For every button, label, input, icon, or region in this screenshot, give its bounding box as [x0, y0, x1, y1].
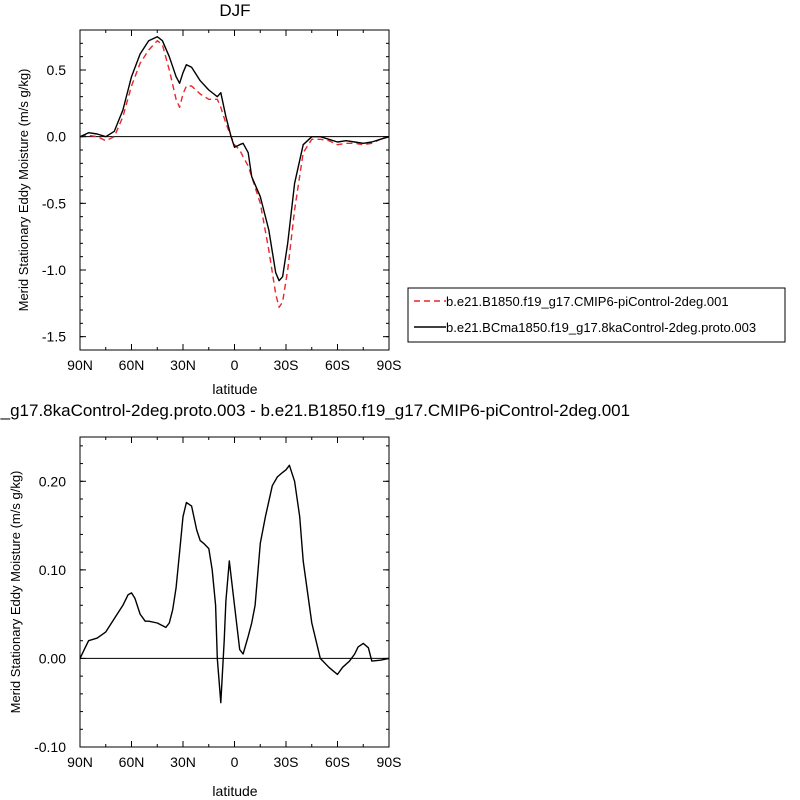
- top-x-tick-label: 90S: [377, 357, 402, 373]
- legend: b.e21.B1850.f19_g17.CMIP6-piControl-2deg…: [407, 287, 786, 343]
- top-x-axis-label: latitude: [212, 381, 257, 397]
- top-x-tick-label: 90N: [67, 357, 93, 373]
- bottom-x-tick-label: 0: [231, 754, 239, 770]
- top-x-tick-label: 30N: [170, 357, 196, 373]
- top-y-tick-label: -1.5: [42, 329, 66, 345]
- top-y-tick-label: -1.0: [42, 262, 66, 278]
- top-x-tick-label: 0: [231, 357, 239, 373]
- bottom-x-tick-label: 90S: [377, 754, 402, 770]
- bottom-y-axis-label: Merid Stationary Eddy Moisture (m/s g/kg…: [8, 471, 23, 714]
- bottom-y-tick-label: 0.00: [39, 650, 66, 666]
- top-y-tick-label: 0.0: [47, 129, 67, 145]
- top-x-tick-label: 60S: [325, 357, 350, 373]
- top-plot-frame: [79, 29, 390, 351]
- top-x-tick-label: 60N: [119, 357, 145, 373]
- bottom-y-tick-label: 0.10: [39, 562, 66, 578]
- bottom-series-line-0: [79, 464, 390, 704]
- legend-label-series-0: b.e21.B1850.f19_g17.CMIP6-piControl-2deg…: [446, 294, 729, 309]
- bottom-x-tick-label: 30N: [170, 754, 196, 770]
- bottom-x-tick-label: 90N: [67, 754, 93, 770]
- legend-box: [407, 287, 786, 343]
- top-chart-title: DJF: [219, 1, 250, 20]
- bottom-x-tick-label: 30S: [274, 754, 299, 770]
- bottom-x-tick-label: 60N: [119, 754, 145, 770]
- legend-label-series-1: b.e21.BCma1850.f19_g17.8kaControl-2deg.p…: [446, 320, 756, 335]
- bottom-chart-title: b.e21.BCma1850.f19_g17.8kaControl-2deg.p…: [0, 401, 630, 420]
- bottom-x-tick-label: 60S: [325, 754, 350, 770]
- top-series-line-1: [79, 36, 390, 282]
- bottom-y-tick-label: 0.20: [39, 473, 66, 489]
- top-series-line-0: [79, 40, 390, 308]
- bottom-chart-panel: b.e21.BCma1850.f19_g17.8kaControl-2deg.p…: [0, 401, 630, 799]
- top-y-tick-label: 0.5: [47, 62, 67, 78]
- bottom-x-axis-label: latitude: [212, 783, 257, 799]
- top-x-tick-label: 30S: [274, 357, 299, 373]
- bottom-plot-frame: [79, 436, 390, 748]
- bottom-y-tick-label: -0.10: [34, 739, 66, 755]
- top-y-axis-label: Merid Stationary Eddy Moisture (m/s g/kg…: [16, 69, 31, 312]
- top-y-tick-label: -0.5: [42, 195, 66, 211]
- top-chart-panel: DJF 90N 60N 30N 0 30S 60S 90S -1.5 -1.0 -0.5 0.0 0.…: [16, 1, 401, 397]
